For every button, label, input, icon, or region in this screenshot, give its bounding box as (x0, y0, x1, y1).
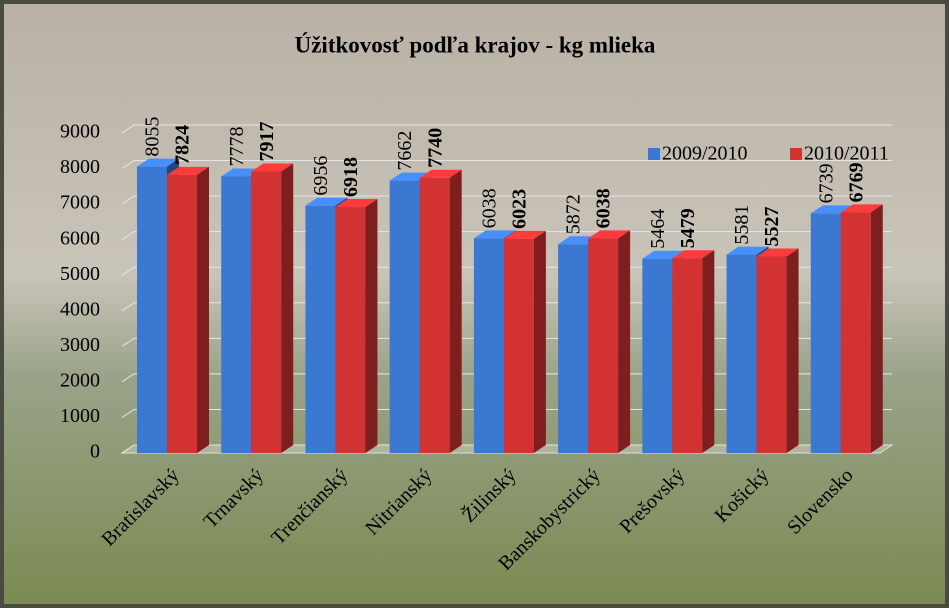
value-label: 5464 (647, 209, 669, 249)
bar-top (726, 246, 769, 255)
value-label: 5581 (731, 205, 753, 245)
bar-side (281, 163, 294, 454)
bar-side (870, 204, 883, 453)
bar (588, 230, 631, 453)
legend-label: 2010/2011 (804, 143, 889, 165)
y-tick-label: 1000 (60, 405, 100, 427)
bar-top (305, 197, 348, 206)
bar-side (365, 199, 378, 453)
value-label: 6918 (340, 157, 362, 197)
bar (840, 204, 883, 453)
grid-line (121, 231, 892, 241)
y-tick-label: 6000 (60, 227, 100, 249)
value-label: 6038 (478, 188, 500, 228)
grid-line (121, 195, 892, 205)
grid-line (121, 124, 892, 134)
bar-top (419, 169, 462, 178)
grid-line (121, 302, 892, 312)
y-tick-label: 7000 (60, 192, 100, 214)
bar-front (672, 258, 703, 453)
y-tick-label: 2000 (60, 369, 100, 391)
bar-front (335, 207, 366, 453)
legend: 2009/2010 2010/2011 (648, 143, 889, 165)
bar-front (221, 176, 252, 453)
bar-front (419, 177, 450, 454)
y-tick-label: 0 (90, 441, 100, 463)
bar-side (702, 250, 715, 453)
bar (167, 166, 209, 453)
y-tick-label: 9000 (60, 121, 100, 143)
bar-top (672, 250, 715, 259)
bar-top (335, 199, 378, 208)
bar-front (503, 238, 534, 453)
value-label: 7824 (172, 125, 194, 165)
bar-top (473, 230, 516, 239)
bar (251, 163, 294, 454)
bar-top (137, 158, 179, 167)
y-tick-label: 8000 (60, 156, 100, 178)
grid-line (121, 160, 892, 169)
bar (672, 250, 715, 453)
bar-side (533, 230, 546, 453)
value-label: 8055 (142, 117, 164, 157)
value-label: 6739 (815, 163, 837, 203)
value-label: 7917 (256, 122, 278, 162)
legend-swatch (790, 148, 802, 160)
bar-top (503, 230, 546, 239)
bar (756, 248, 799, 453)
bar-front (389, 180, 420, 453)
bar-front (251, 171, 282, 454)
grid-line (121, 408, 892, 418)
bar-top (642, 250, 685, 259)
chart-title: Úžitkovosť podľa krajov - kg mlieka (295, 32, 656, 57)
y-tick-label: 5000 (60, 263, 100, 285)
bar-front (840, 212, 871, 453)
bar-side (618, 230, 631, 453)
grid-line (121, 337, 892, 347)
bar-top (756, 248, 799, 257)
legend-label: 2009/2010 (662, 143, 748, 165)
bar-top (167, 166, 209, 175)
bar-side (197, 166, 209, 453)
value-label: 5872 (563, 194, 585, 234)
grid-line (121, 266, 892, 276)
bar (335, 199, 378, 453)
value-label: 7740 (424, 128, 446, 168)
value-label: 5479 (677, 208, 699, 248)
bar-front (810, 213, 841, 453)
bar-side (786, 248, 799, 453)
value-label: 7662 (394, 131, 416, 171)
bar-front (558, 244, 589, 453)
bar-top (588, 230, 631, 239)
bar-top (251, 163, 294, 172)
value-label: 6038 (593, 188, 615, 228)
bar-front (167, 174, 197, 453)
value-label: 5527 (761, 206, 783, 246)
grid-line (121, 444, 892, 454)
bar-front (726, 254, 757, 453)
bar-front (473, 238, 504, 453)
y-tick-label: 3000 (60, 334, 100, 356)
y-tick-label: 4000 (60, 298, 100, 320)
bar-top (840, 204, 883, 213)
value-label: 6956 (310, 156, 332, 196)
bar (503, 230, 546, 453)
legend-swatch (648, 148, 660, 160)
bar-front (305, 205, 336, 453)
bar-front (137, 166, 167, 453)
bar-front (642, 258, 673, 453)
value-label: 6023 (508, 189, 530, 229)
bar (419, 169, 462, 454)
bar-front (756, 256, 787, 453)
bar-side (449, 169, 462, 454)
bar-front (588, 238, 619, 453)
value-label: 7778 (226, 126, 248, 166)
grid-line (121, 373, 892, 383)
value-label: 6769 (845, 162, 867, 202)
